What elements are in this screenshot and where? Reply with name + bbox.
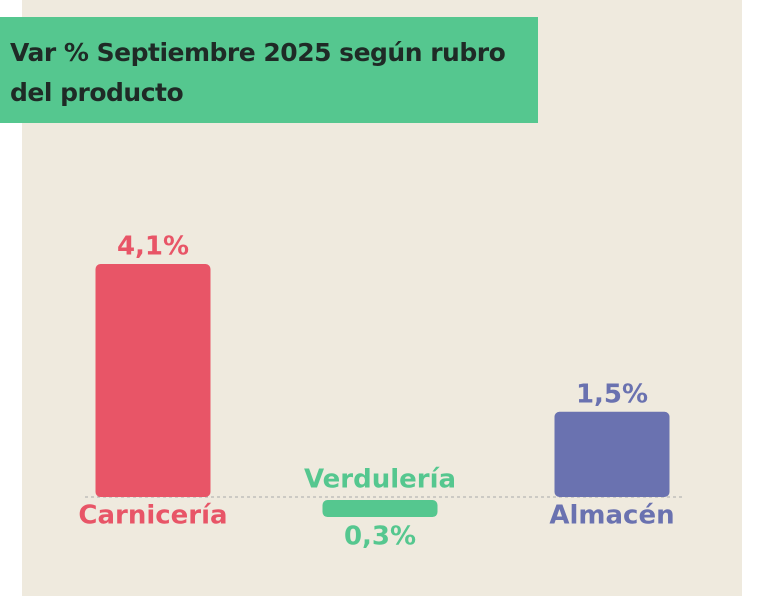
category-label: Verdulería — [304, 465, 456, 495]
bar — [95, 264, 211, 497]
category-label: Almacén — [549, 501, 674, 531]
value-label: 1,5% — [576, 379, 648, 409]
value-label: 0,3% — [344, 522, 416, 552]
category-label: Carnicería — [78, 501, 227, 531]
title-box: Var % Septiembre 2025 según rubro del pr… — [0, 17, 538, 123]
value-label: 4,1% — [117, 232, 189, 262]
chart-title: Var % Septiembre 2025 según rubro del pr… — [10, 38, 506, 107]
bar — [322, 500, 438, 518]
bar — [554, 411, 670, 497]
